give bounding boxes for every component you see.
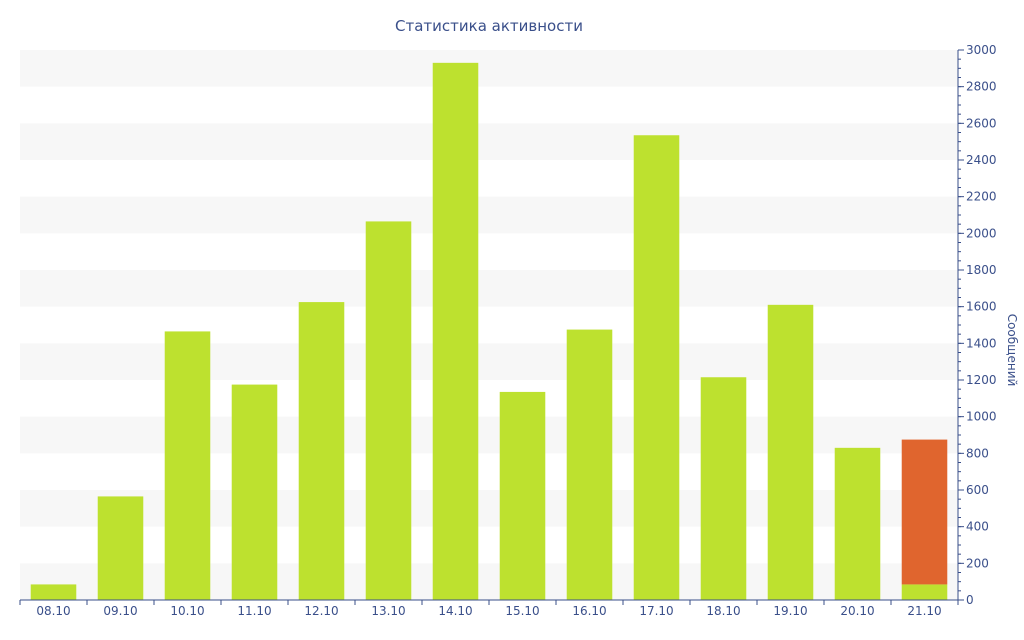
x-tick-label: 10.10	[170, 604, 204, 618]
y-tick-label: 2000	[966, 226, 997, 240]
y-tick-label: 2200	[966, 190, 997, 204]
grid-band	[20, 343, 958, 380]
grid-band	[20, 270, 958, 307]
y-tick-label: 1800	[966, 263, 997, 277]
x-tick-label: 11.10	[237, 604, 271, 618]
y-tick-label: 1600	[966, 300, 997, 314]
bar-10.10-s0[interactable]	[164, 331, 211, 600]
y-axis: 0 200 400 600 800 1000 1200 1400 1600 1800 2000 220…	[957, 43, 997, 607]
x-tick-label: 20.10	[840, 604, 874, 618]
y-tick-label: 1200	[966, 373, 997, 387]
grid-band	[20, 123, 958, 160]
x-tick-label: 09.10	[103, 604, 137, 618]
x-axis: 08.10 09.10 10.10 11.10 12.10 13.10 14.10 15.10…	[19, 599, 959, 618]
bar-14.10-s0[interactable]	[432, 62, 479, 601]
bar-17.10-s0[interactable]	[633, 135, 680, 600]
grid-bands	[20, 50, 958, 600]
y-tick-label: 200	[966, 556, 989, 570]
x-tick-label: 18.10	[706, 604, 740, 618]
bar-11.10-s0[interactable]	[231, 384, 278, 600]
bar-19.10-s0[interactable]	[767, 304, 814, 600]
x-tick-label: 16.10	[572, 604, 606, 618]
bar-16.10-s0[interactable]	[566, 329, 613, 600]
chart-title: Статистика активности	[395, 17, 583, 35]
bar-09.10-s0[interactable]	[97, 496, 144, 600]
y-tick-label: 2600	[966, 116, 997, 130]
grid-band	[20, 196, 958, 234]
y-tick-label: 2400	[966, 153, 997, 167]
bar-15.10-s0[interactable]	[499, 391, 546, 600]
y-tick-label: 400	[966, 520, 989, 534]
x-tick-label: 14.10	[438, 604, 472, 618]
y-tick-label: 1000	[966, 410, 997, 424]
bar-08.10-s0[interactable]	[30, 584, 77, 600]
bar-12.10-s0[interactable]	[298, 302, 345, 600]
x-tick-label: 15.10	[505, 604, 539, 618]
bar-18.10-s0[interactable]	[700, 377, 747, 600]
y-axis-title: Сообщений	[1005, 314, 1019, 387]
grid-band	[20, 50, 958, 87]
y-tick-label: 2800	[966, 80, 997, 94]
x-tick-label: 12.10	[304, 604, 338, 618]
grid-band	[20, 416, 958, 454]
bar-21.10-s0[interactable]	[901, 584, 948, 600]
bars-group	[30, 62, 948, 601]
y-tick-label: 600	[966, 483, 989, 497]
x-tick-label: 13.10	[371, 604, 405, 618]
y-tick-label: 1400	[966, 336, 997, 350]
grid-band	[20, 563, 958, 600]
bar-20.10-s0[interactable]	[834, 447, 881, 600]
x-tick-label: 08.10	[36, 604, 70, 618]
bar-21.10-s1[interactable]	[901, 439, 948, 585]
grid-band	[20, 490, 958, 527]
y-tick-label: 3000	[966, 43, 997, 57]
bar-13.10-s0[interactable]	[365, 221, 412, 600]
x-tick-label: 17.10	[639, 604, 673, 618]
y-tick-label: 800	[966, 446, 989, 460]
x-tick-label: 21.10	[907, 604, 941, 618]
y-tick-label: 0	[966, 593, 974, 607]
x-tick-label: 19.10	[773, 604, 807, 618]
